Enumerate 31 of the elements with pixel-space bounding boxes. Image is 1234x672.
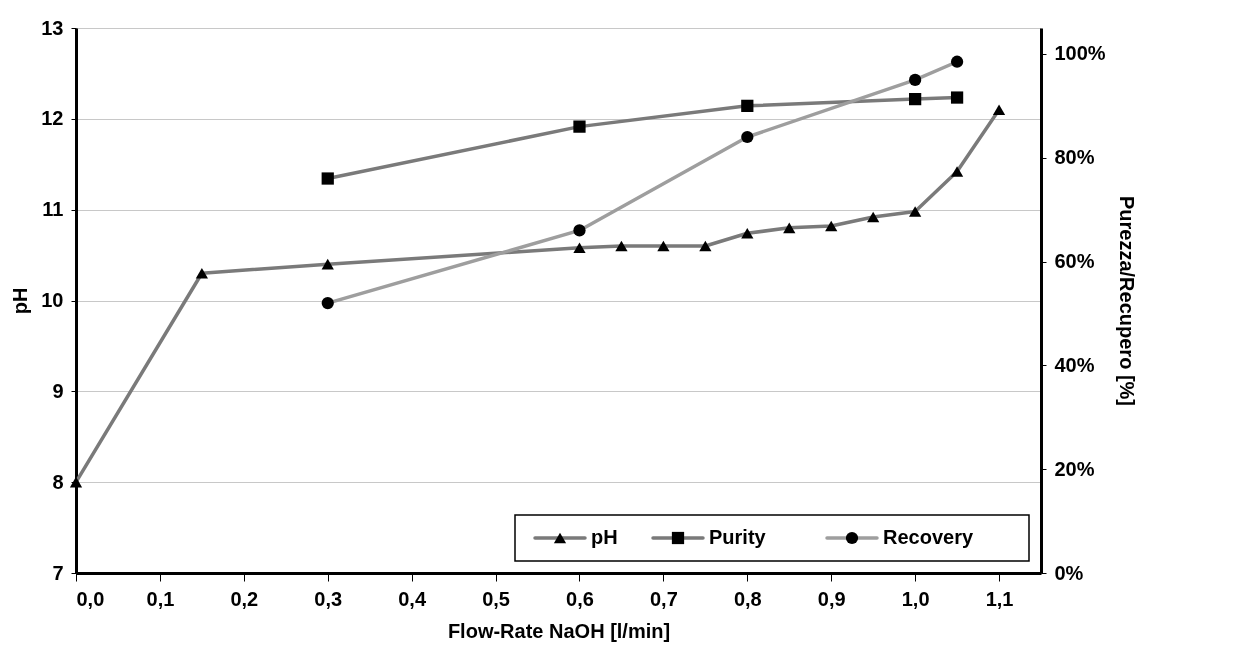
x-tick-label: 0,2 (230, 587, 259, 610)
y-tick-label: 12 (41, 107, 64, 130)
y-tick-label: 9 (52, 379, 64, 402)
x-tick-label: 1,1 (985, 587, 1014, 610)
y-tick-label: 11 (42, 198, 64, 221)
y2-tick-label: 60% (1054, 250, 1095, 273)
x-tick-label: 1,0 (901, 587, 930, 610)
x-tick-label: 0,5 (482, 587, 510, 610)
y2-tick-label: 20% (1054, 457, 1095, 480)
x-tick-label: 0,8 (733, 587, 762, 610)
y2-tick-label: 80% (1054, 146, 1095, 169)
y-axis-title: pH (9, 287, 32, 315)
legend-label: Purity (709, 526, 767, 548)
y-tick-label: 10 (41, 289, 64, 311)
x-tick-label: 0,0 (76, 587, 105, 610)
y-tick-label: 8 (52, 470, 64, 493)
x-tick-label: 0,9 (817, 587, 846, 610)
y-tick-label: 7 (52, 561, 64, 584)
x-tick-label: 0,3 (314, 587, 343, 610)
y-tick-label: 13 (41, 16, 64, 39)
y2-tick-label: 40% (1054, 353, 1095, 376)
x-tick-label: 0,6 (566, 587, 594, 610)
legend-label: Recovery (883, 526, 974, 548)
x-tick-label: 0,4 (398, 587, 427, 610)
x-tick-label: 0,1 (146, 587, 175, 610)
x-axis-title: Flow-Rate NaOH [l/min] (447, 619, 671, 642)
legend-label: pH (591, 526, 618, 548)
y2-tick-label: 0% (1054, 561, 1084, 584)
x-tick-label: 0,7 (649, 587, 678, 610)
y2-tick-label: 100% (1054, 42, 1106, 65)
y2-axis-title: Purezza/Recupero [%] (1115, 195, 1138, 407)
